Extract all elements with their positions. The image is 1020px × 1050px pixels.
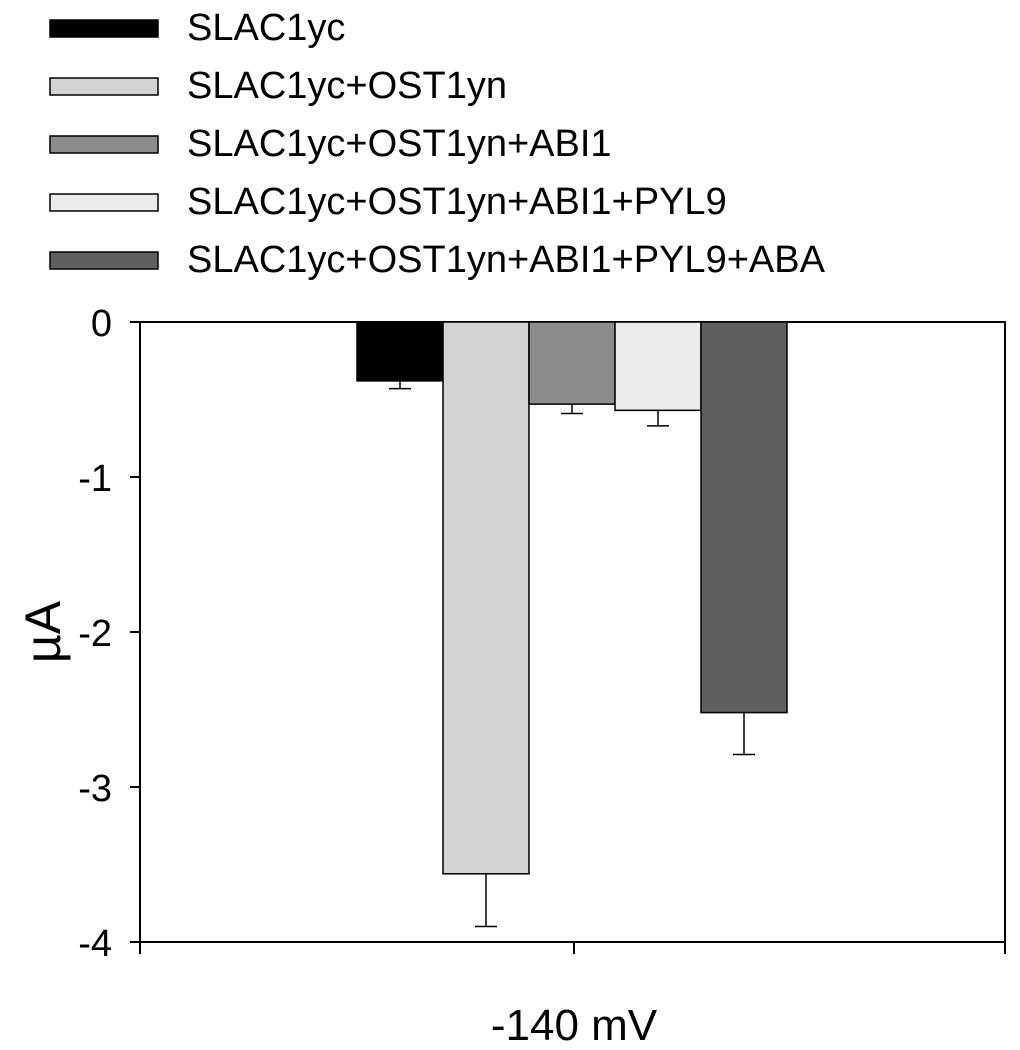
bar-4 <box>614 321 702 412</box>
legend: SLAC1yc SLAC1yc+OST1yn SLAC1yc+OST1yn+ABI1… <box>49 7 826 281</box>
bar-1 <box>356 321 444 382</box>
y-tick-label: 0 <box>91 303 112 345</box>
legend-label-3: SLAC1yc+OST1yn+ABI1 <box>187 123 612 165</box>
bars <box>356 321 788 928</box>
plot-area: 0 -1 -2 -3 -4 <box>78 303 1006 965</box>
plot-frame <box>139 321 1006 943</box>
y-axis-label: µA <box>15 600 71 663</box>
legend-label-5: SLAC1yc+OST1yn+ABI1+PYL9+ABA <box>187 239 826 281</box>
y-tick-label: -4 <box>78 923 112 965</box>
legend-swatch-5 <box>49 251 159 270</box>
legend-label-4: SLAC1yc+OST1yn+ABI1+PYL9 <box>187 181 727 223</box>
x-axis <box>139 942 1006 954</box>
y-tick-label: -2 <box>78 613 112 655</box>
x-axis-label: -140 mV <box>491 1001 658 1050</box>
y-tick-label: -3 <box>78 768 112 810</box>
bar-5 <box>700 321 788 714</box>
bar-3 <box>528 321 616 405</box>
legend-swatch-1 <box>49 19 159 38</box>
legend-label-1: SLAC1yc <box>187 7 345 49</box>
y-tick-label: -1 <box>78 458 112 500</box>
bar-2 <box>442 321 530 875</box>
legend-swatch-3 <box>49 135 159 154</box>
legend-label-2: SLAC1yc+OST1yn <box>187 65 507 107</box>
legend-swatch-2 <box>49 77 159 96</box>
legend-swatch-4 <box>49 193 159 212</box>
y-axis: 0 -1 -2 -3 -4 <box>78 303 140 965</box>
